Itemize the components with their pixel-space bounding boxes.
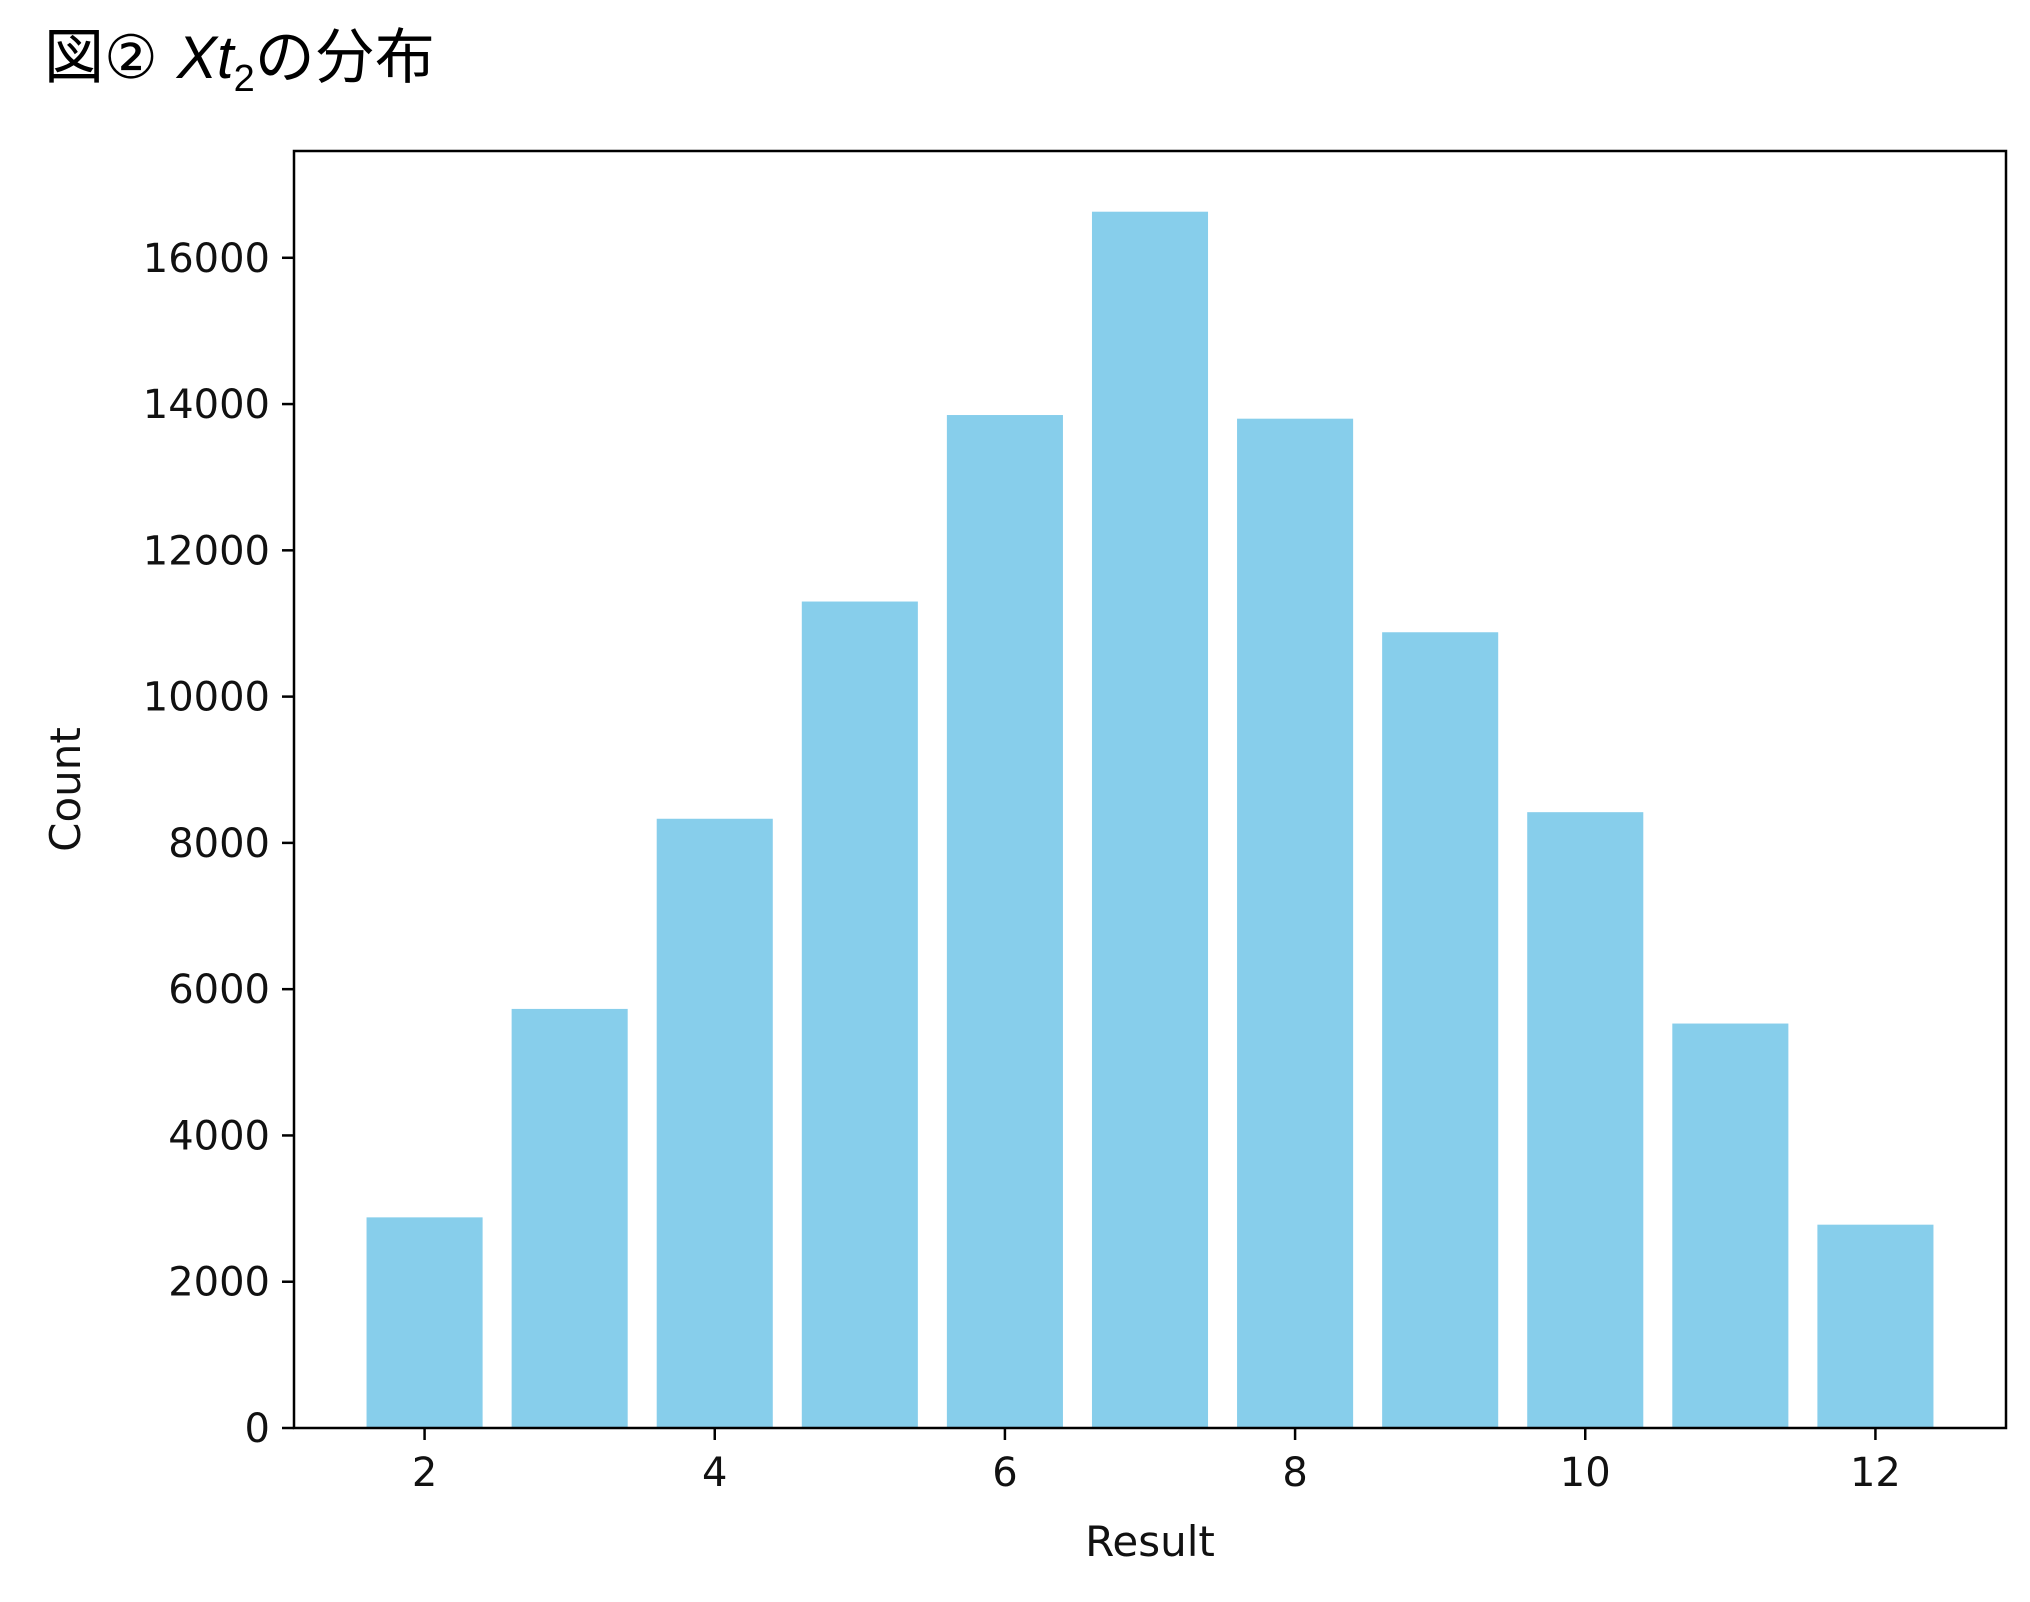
y-tick-label: 12000 [143, 528, 270, 574]
y-axis-ticks: 0 2000 4000 6000 8000 10000 12000 14000 16000 [143, 236, 294, 1452]
bar-12 [1817, 1224, 1934, 1428]
y-tick-label: 0 [245, 1406, 270, 1452]
y-tick-label: 2000 [168, 1260, 270, 1306]
title-variable-main: Xt [176, 24, 234, 91]
bar-10 [1527, 812, 1644, 1428]
title-suffix: の分布 [254, 23, 435, 93]
title-variable: Xt2 [176, 24, 255, 100]
x-tick-label: 4 [702, 1450, 727, 1496]
bar-4 [656, 818, 773, 1428]
bar-5 [801, 601, 918, 1428]
x-axis-ticks: 2 4 6 8 10 12 [412, 1428, 1901, 1496]
x-tick-label: 2 [412, 1450, 437, 1496]
y-tick-label: 8000 [168, 821, 270, 867]
plot-frame [292, 149, 2008, 1430]
y-tick-label: 4000 [168, 1113, 270, 1159]
title-prefix: 図② [44, 23, 158, 93]
y-tick-label: 16000 [143, 236, 270, 282]
x-tick-label: 6 [992, 1450, 1017, 1496]
bar-7 [1091, 211, 1209, 1428]
x-axis-label: Result [1085, 1517, 1215, 1566]
bars-group [366, 211, 1934, 1429]
bar-8 [1237, 418, 1354, 1429]
y-tick-label: 14000 [143, 382, 270, 428]
chart-title: 図② Xt2の分布 [44, 22, 435, 103]
y-axis-label: Count [41, 727, 90, 852]
bar-11 [1672, 1023, 1789, 1428]
x-tick-label: 12 [1850, 1450, 1901, 1496]
bar-6 [946, 415, 1063, 1428]
title-variable-subscript: 2 [233, 58, 255, 100]
bar-9 [1382, 632, 1499, 1428]
y-tick-label: 6000 [168, 967, 270, 1013]
x-tick-label: 10 [1560, 1450, 1611, 1496]
bar-3 [511, 1008, 628, 1428]
x-tick-label: 8 [1282, 1450, 1307, 1496]
bar-2 [366, 1217, 483, 1428]
y-tick-label: 10000 [143, 675, 270, 721]
